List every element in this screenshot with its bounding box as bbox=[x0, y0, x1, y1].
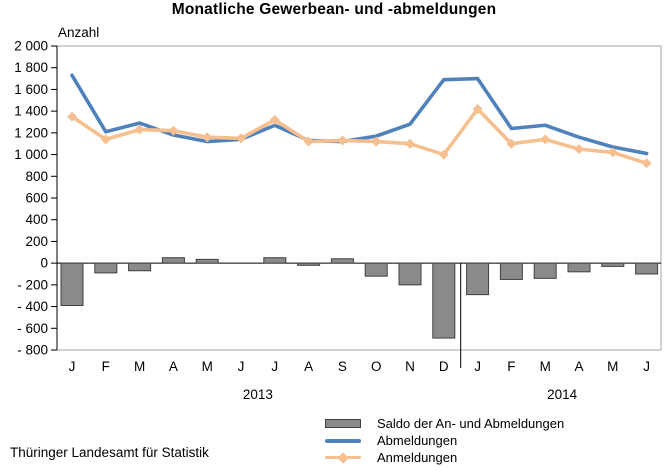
svg-text:600: 600 bbox=[25, 191, 48, 206]
legend-label-abmeldungen: Abmeldungen bbox=[377, 433, 458, 448]
svg-text:1 600: 1 600 bbox=[14, 82, 48, 97]
anmeldungen-line-swatch-icon bbox=[325, 451, 361, 464]
svg-text:1 400: 1 400 bbox=[14, 104, 48, 119]
source-attribution: Thüringer Landesamt für Statistik bbox=[10, 445, 209, 460]
svg-text:M: M bbox=[607, 359, 618, 374]
svg-text:1 200: 1 200 bbox=[14, 125, 48, 140]
svg-text:1 000: 1 000 bbox=[14, 147, 48, 162]
svg-text:M: M bbox=[540, 359, 551, 374]
svg-text:M: M bbox=[134, 359, 145, 374]
svg-text:800: 800 bbox=[25, 169, 48, 184]
svg-text:2014: 2014 bbox=[547, 387, 578, 402]
abmeldungen-line-swatch-icon bbox=[325, 438, 361, 443]
svg-text:2013: 2013 bbox=[243, 387, 273, 402]
svg-text:200: 200 bbox=[25, 234, 48, 249]
chart-legend: Saldo der An- und Abmeldungen Abmeldunge… bbox=[325, 415, 564, 466]
svg-text:F: F bbox=[507, 359, 515, 374]
svg-text:F: F bbox=[102, 359, 110, 374]
svg-text:J: J bbox=[271, 359, 278, 374]
svg-text:- 800: - 800 bbox=[17, 343, 48, 358]
legend-label-saldo: Saldo der An- und Abmeldungen bbox=[377, 416, 565, 431]
y-axis-title: Anzahl bbox=[58, 25, 100, 40]
svg-text:A: A bbox=[304, 359, 313, 374]
legend-label-anmeldungen: Anmeldungen bbox=[377, 450, 458, 465]
saldo-bar-swatch-icon bbox=[325, 419, 361, 428]
svg-text:0: 0 bbox=[40, 256, 48, 271]
svg-text:D: D bbox=[439, 359, 449, 374]
svg-text:2 000: 2 000 bbox=[14, 39, 48, 54]
svg-text:J: J bbox=[474, 359, 481, 374]
legend-item-saldo: Saldo der An- und Abmeldungen bbox=[325, 415, 564, 432]
svg-text:M: M bbox=[202, 359, 213, 374]
svg-text:- 400: - 400 bbox=[17, 299, 48, 314]
svg-text:J: J bbox=[69, 359, 76, 374]
svg-text:A: A bbox=[574, 359, 583, 374]
svg-text:1 800: 1 800 bbox=[14, 60, 48, 75]
svg-text:N: N bbox=[405, 359, 415, 374]
svg-text:- 600: - 600 bbox=[17, 321, 48, 336]
svg-text:- 200: - 200 bbox=[17, 277, 48, 292]
svg-text:400: 400 bbox=[25, 212, 48, 227]
svg-text:J: J bbox=[238, 359, 245, 374]
svg-text:S: S bbox=[338, 359, 347, 374]
chart-title: Monatliche Gewerbean- und -abmeldungen bbox=[171, 1, 497, 18]
legend-item-abmeldungen: Abmeldungen bbox=[325, 432, 564, 449]
svg-text:J: J bbox=[643, 359, 650, 374]
legend-item-anmeldungen: Anmeldungen bbox=[325, 449, 564, 466]
svg-text:A: A bbox=[169, 359, 178, 374]
svg-text:O: O bbox=[371, 359, 382, 374]
